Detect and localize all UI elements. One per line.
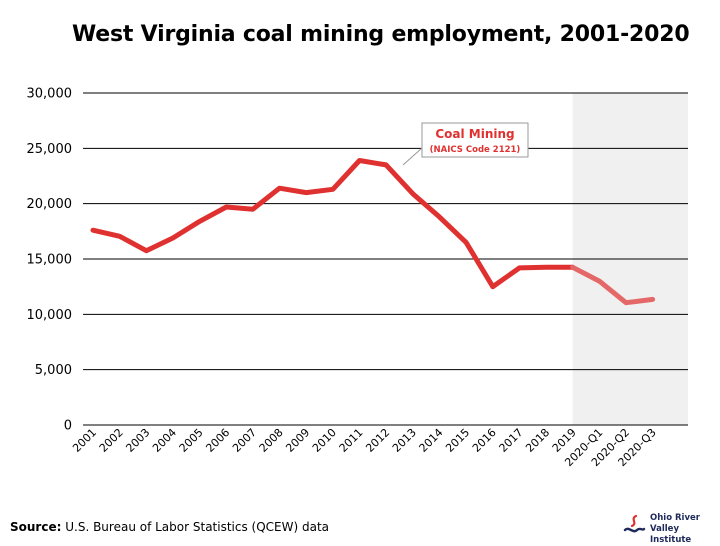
y-tick-label: 30,000	[27, 87, 73, 102]
logo-line-2: Valley Institute	[650, 524, 720, 546]
y-tick-label: 15,000	[27, 253, 73, 268]
x-tick-label: 2012	[363, 426, 392, 455]
x-tick-label: 2005	[177, 426, 206, 455]
y-tick-label: 0	[64, 419, 72, 434]
x-tick-label: 2001	[70, 426, 99, 455]
ohio-river-valley-institute-logo: Ohio River Valley Institute	[622, 513, 718, 539]
y-tick-label: 10,000	[27, 308, 73, 323]
x-tick-label: 2018	[523, 426, 552, 455]
x-tick-label: 2003	[123, 426, 152, 455]
series-lines	[93, 160, 653, 302]
x-tick-label: 2009	[283, 426, 312, 455]
annotation-series-name: Coal Mining	[435, 127, 514, 141]
x-tick-label: 2004	[150, 426, 179, 455]
y-tick-label: 20,000	[27, 197, 73, 212]
y-tick-labels: 0 5,000 10,000 15,000 20,000 25,000 30,000	[27, 87, 73, 434]
x-tick-labels: 2001200220032004200520062007200820092010…	[70, 426, 659, 469]
y-tick-label: 25,000	[27, 142, 73, 157]
x-tick-label: 2016	[470, 426, 499, 455]
x-tick-label: 2011	[337, 426, 366, 455]
x-tick-label: 2013	[390, 426, 419, 455]
source-text: U.S. Bureau of Labor Statistics (QCEW) d…	[65, 520, 329, 534]
series-line-coal-mining	[93, 161, 573, 287]
x-tick-label: 2015	[443, 426, 472, 455]
x-tick-label: 2002	[97, 426, 126, 455]
x-tick-label: 2007	[230, 426, 259, 455]
series-annotation: Coal Mining (NAICS Code 2121)	[403, 123, 528, 165]
source-note: Source: U.S. Bureau of Labor Statistics …	[10, 520, 329, 534]
logo-mark-icon	[622, 513, 646, 539]
annotation-leader-line	[403, 148, 422, 165]
source-label: Source:	[10, 520, 61, 534]
x-tick-label: 2017	[497, 426, 526, 455]
x-tick-label: 2006	[203, 426, 232, 455]
x-tick-label: 2010	[310, 426, 339, 455]
logo-text: Ohio River Valley Institute	[650, 513, 720, 546]
y-tick-label: 5,000	[35, 363, 72, 378]
annotation-series-subtitle: (NAICS Code 2121)	[430, 145, 521, 155]
logo-line-1: Ohio River	[650, 513, 720, 524]
x-tick-label: 2014	[417, 426, 446, 455]
x-tick-label: 2008	[257, 426, 286, 455]
